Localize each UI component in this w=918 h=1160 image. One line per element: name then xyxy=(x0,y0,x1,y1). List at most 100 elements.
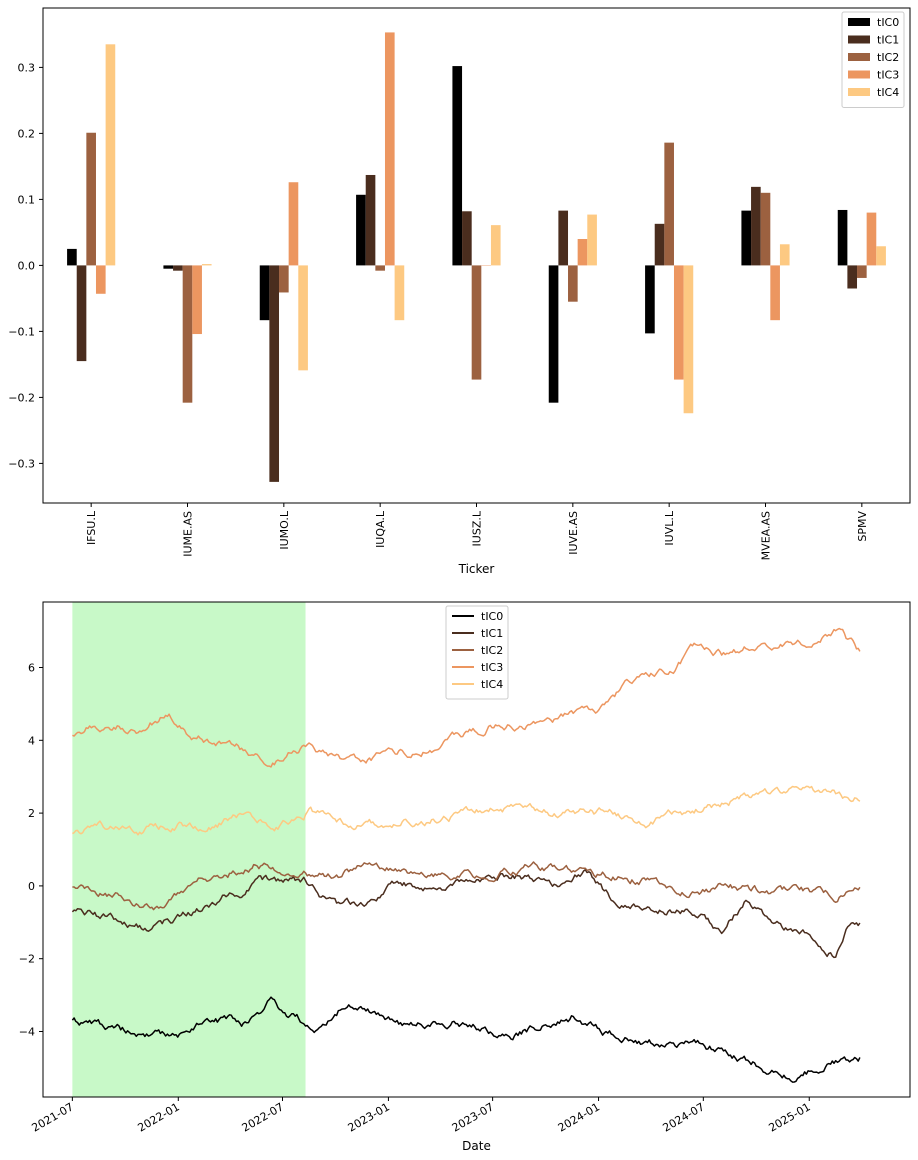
bar-tIC4-IUME.AS xyxy=(201,264,212,266)
line-series-tIC3 xyxy=(72,627,861,768)
bar-series-tIC3 xyxy=(95,32,877,380)
bar-series-tIC2 xyxy=(86,132,867,403)
bar-tIC1-IUQA.L xyxy=(365,174,376,266)
bar-tIC0-IUSZ.L xyxy=(452,66,463,266)
x-tick-label-IUVE.AS: IUVE.AS xyxy=(567,511,580,555)
x-tick-label-2024-07: 2024-07 xyxy=(661,1100,707,1134)
y-tick-label: 0 xyxy=(28,880,35,893)
legend-swatch-tIC3 xyxy=(848,70,870,79)
x-tick-label-2022-07: 2022-07 xyxy=(240,1100,286,1134)
bar-tIC1-IUSZ.L xyxy=(462,211,472,266)
bar-tIC4-IUVE.AS xyxy=(587,214,597,266)
bar-tIC4-MVEA.AS xyxy=(779,244,790,266)
bar-tIC3-SPMV xyxy=(866,212,877,266)
bar-chart: −0.3 −0.2 −0.1 0.0 0.1 0.2 0.3 IFSU.L IUME.AS IUM… xyxy=(8,7,911,576)
x-tick-label-2022-01: 2022-01 xyxy=(135,1100,181,1134)
line-chart: −4 −2 0 2 4 6 2021-07 2022-01 2022-07 2023-01 2023… xyxy=(19,601,911,1153)
legend-swatch-tIC4 xyxy=(848,88,870,96)
x-tick-label-2023-07: 2023-07 xyxy=(450,1100,496,1134)
bar-tIC1-SPMV xyxy=(847,265,858,289)
x-tick-label-SPMV: SPMV xyxy=(856,511,869,542)
bar-tIC2-IUSZ.L xyxy=(471,265,482,380)
line-chart-frame xyxy=(42,601,911,1098)
line-series-tIC2 xyxy=(72,861,861,911)
y-tick-label: 0.1 xyxy=(18,193,36,206)
bar-tIC3-IFSU.L xyxy=(95,265,106,294)
x-tick-label-IUQA.L: IUQA.L xyxy=(374,510,387,548)
bar-tIC3-IUVL.L xyxy=(673,265,684,380)
legend-label-tIC1: tIC1 xyxy=(877,34,899,47)
bar-tIC4-IUVL.L xyxy=(683,265,694,414)
legend-label-tIC1: tIC1 xyxy=(481,627,503,640)
y-tick-label: −0.3 xyxy=(8,457,35,470)
bar-tIC3-MVEA.AS xyxy=(770,265,780,321)
y-tick-label: 0.0 xyxy=(18,259,36,272)
legend-swatch-tIC2 xyxy=(848,53,870,61)
legend-label-tIC4: tIC4 xyxy=(877,86,899,99)
y-tick-label: 2 xyxy=(28,807,35,820)
bar-tIC1-IFSU.L xyxy=(76,265,87,362)
line-series-tIC0 xyxy=(71,996,861,1083)
bar-series-tIC1 xyxy=(76,174,858,482)
legend-box xyxy=(445,605,509,700)
legend-label-tIC4: tIC4 xyxy=(481,678,503,691)
bar-tIC4-SPMV xyxy=(876,246,886,266)
legend-swatch-tIC0 xyxy=(848,18,870,26)
y-tick-label: 4 xyxy=(28,734,35,747)
bar-tIC2-MVEA.AS xyxy=(760,192,771,266)
legend-label-tIC3: tIC3 xyxy=(877,69,899,82)
x-tick-label-IUVL.L: IUVL.L xyxy=(663,510,676,545)
bar-tIC1-IUME.AS xyxy=(173,265,183,271)
x-tick-label-IUME.AS: IUME.AS xyxy=(182,511,195,557)
bar-series-tIC0 xyxy=(67,66,848,403)
y-tick-label: 6 xyxy=(28,662,35,675)
x-tick-label-IFSU.L: IFSU.L xyxy=(85,510,98,545)
bar-legend: tIC0 tIC1 tIC2 tIC3 tIC4 xyxy=(841,11,905,108)
x-tick-label-2024-01: 2024-01 xyxy=(556,1100,602,1134)
line-legend: tIC0 tIC1 tIC2 tIC3 tIC4 xyxy=(445,605,509,700)
x-tick-label-2021-07: 2021-07 xyxy=(30,1100,76,1134)
legend-label-tIC3: tIC3 xyxy=(481,661,503,674)
bar-tIC4-IUMO.L xyxy=(298,265,308,371)
x-axis-label: Date xyxy=(462,1139,491,1153)
bar-tIC0-SPMV xyxy=(837,209,848,266)
y-tick-label: −0.1 xyxy=(8,325,35,338)
y-tick-label: −0.2 xyxy=(8,391,35,404)
x-tick-label-IUMO.L: IUMO.L xyxy=(278,510,291,549)
bar-tIC3-IUMO.L xyxy=(288,182,299,266)
legend-label-tIC2: tIC2 xyxy=(877,51,899,64)
line-series-tIC1 xyxy=(71,868,861,959)
bar-series-tIC4 xyxy=(105,44,886,414)
bar-tIC2-IUME.AS xyxy=(182,265,193,403)
line-series-tIC4 xyxy=(72,785,861,836)
bar-tIC0-IUVL.L xyxy=(645,265,655,334)
y-tick-label: 0.2 xyxy=(18,127,36,140)
bar-tIC1-MVEA.AS xyxy=(751,186,761,266)
bar-tIC0-IUMO.L xyxy=(259,265,270,321)
x-axis-label: Ticker xyxy=(458,562,495,576)
x-tick-label-MVEA.AS: MVEA.AS xyxy=(760,511,773,560)
bar-tIC2-IUMO.L xyxy=(279,265,289,293)
bar-tIC2-SPMV xyxy=(857,265,867,278)
bar-tIC1-IUVE.AS xyxy=(558,210,569,266)
legend-swatch-tIC1 xyxy=(848,35,870,44)
bar-tIC3-IUME.AS xyxy=(192,265,202,335)
bar-tIC3-IUQA.L xyxy=(384,32,395,266)
y-tick-label: −2 xyxy=(19,953,35,966)
bar-tIC2-IFSU.L xyxy=(86,132,96,266)
bar-tIC1-IUMO.L xyxy=(269,265,280,482)
bar-tIC2-IUVE.AS xyxy=(568,265,578,302)
bar-tIC4-IFSU.L xyxy=(105,44,116,266)
bar-tIC4-IUQA.L xyxy=(394,265,405,321)
legend-label-tIC2: tIC2 xyxy=(481,644,503,657)
bar-tIC0-MVEA.AS xyxy=(741,210,752,266)
bar-tIC1-IUVL.L xyxy=(654,223,665,266)
bar-tIC0-IUQA.L xyxy=(356,194,366,266)
shaded-region xyxy=(72,602,306,1097)
bar-tIC0-IUVE.AS xyxy=(548,265,559,403)
bar-tIC0-IUME.AS xyxy=(163,265,174,269)
x-tick-label-2023-01: 2023-01 xyxy=(346,1100,392,1134)
y-tick-label: −4 xyxy=(19,1025,35,1038)
bar-tIC2-IUVL.L xyxy=(664,142,674,266)
